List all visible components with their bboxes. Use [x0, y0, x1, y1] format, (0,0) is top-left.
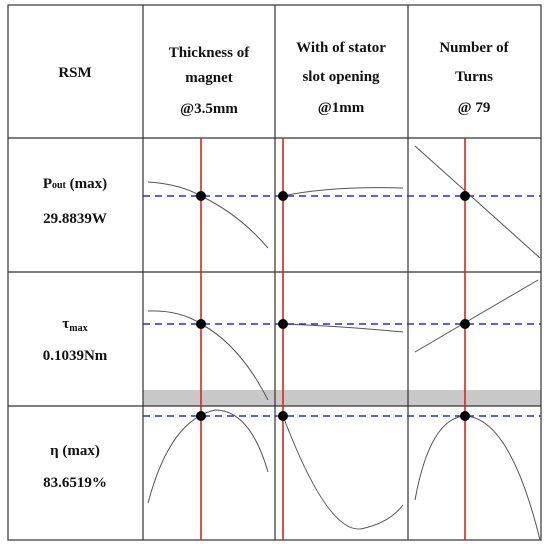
optimum-point: [460, 411, 470, 421]
row-label: Pout (max): [43, 176, 107, 192]
column-header: Thickness of: [169, 45, 250, 61]
response-curve: [147, 181, 269, 249]
label-main: P: [43, 176, 52, 192]
row-label: η (max): [50, 443, 100, 459]
row-label: τmax: [62, 316, 87, 334]
response-curve: [282, 415, 404, 530]
response-curve: [414, 145, 541, 259]
column-header: With of stator: [296, 40, 386, 56]
shaded-band: [143, 390, 541, 406]
response-curve: [414, 279, 539, 353]
optimum-point: [196, 191, 206, 201]
optimum-point: [196, 411, 206, 421]
row-value: 0.1039Nm: [43, 348, 108, 364]
label-sub: max: [69, 323, 87, 334]
response-curve: [282, 187, 404, 197]
column-header: Turns: [455, 69, 493, 85]
optimum-point: [196, 319, 206, 329]
row-value: 83.6519%: [43, 475, 107, 491]
optimum-point: [278, 319, 288, 329]
response-plots: [143, 138, 541, 541]
column-header: @1mm: [318, 100, 365, 116]
optimum-point: [460, 191, 470, 201]
response-curve: [147, 409, 269, 504]
column-header: Number of: [439, 40, 509, 56]
optimum-point: [278, 191, 288, 201]
response-curve: [414, 415, 541, 541]
optimum-point: [460, 319, 470, 329]
label-sub: out: [52, 180, 67, 191]
label-rest: (max): [66, 176, 107, 192]
row-value: 29.8839W: [43, 211, 107, 227]
table-grid: [7, 4, 542, 541]
optimum-point: [278, 411, 288, 421]
label-main: τ: [62, 316, 69, 332]
column-header: @ 79: [458, 100, 491, 116]
label-main: η (max): [50, 443, 100, 459]
column-header: @3.5mm: [180, 101, 238, 117]
column-header: slot opening: [302, 69, 380, 85]
column-header: magnet: [185, 70, 233, 86]
corner-label: RSM: [58, 65, 91, 81]
response-curve: [282, 323, 404, 333]
